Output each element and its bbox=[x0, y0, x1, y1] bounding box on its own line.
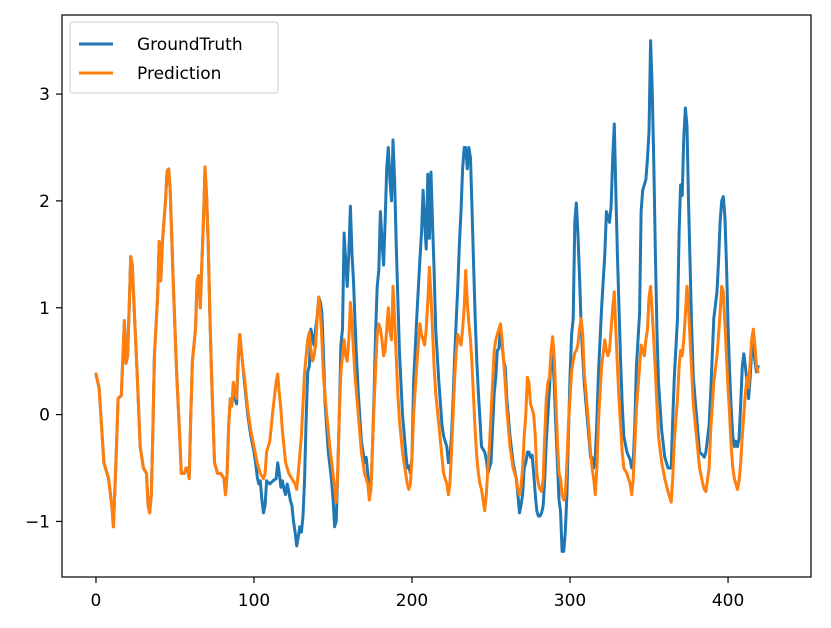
x-tick-label: 200 bbox=[396, 591, 428, 611]
x-tick-label: 400 bbox=[712, 591, 744, 611]
y-tick-label: 3 bbox=[39, 85, 50, 105]
y-tick-label: 0 bbox=[39, 406, 50, 426]
x-tick-label: 0 bbox=[91, 591, 102, 611]
series-layer bbox=[94, 39, 760, 553]
legend-label-groundtruth: GroundTruth bbox=[137, 35, 243, 55]
x-tick-label: 100 bbox=[238, 591, 270, 611]
series-line-prediction bbox=[94, 165, 760, 529]
y-tick-label: 2 bbox=[39, 192, 50, 212]
x-axis: 0 100 200 300 400 bbox=[91, 577, 744, 611]
plot-frame bbox=[61, 14, 812, 578]
y-tick-label: −1 bbox=[25, 512, 50, 532]
legend: GroundTruth Prediction bbox=[69, 21, 279, 94]
legend-box bbox=[69, 21, 279, 94]
x-tick-label: 300 bbox=[554, 591, 586, 611]
y-tick-label: 1 bbox=[39, 299, 50, 319]
y-axis: −1 0 1 2 3 bbox=[25, 85, 62, 532]
legend-label-prediction: Prediction bbox=[137, 64, 221, 84]
